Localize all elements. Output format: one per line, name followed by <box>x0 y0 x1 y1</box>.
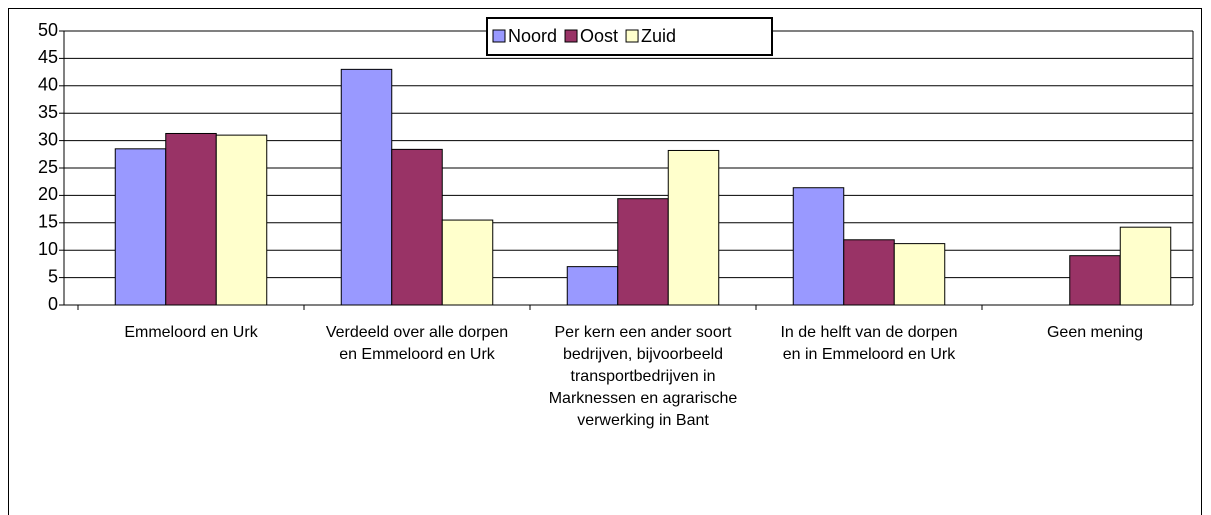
bar <box>617 198 669 306</box>
y-tick-label: 20 <box>38 184 58 204</box>
y-tick-label: 50 <box>38 20 58 40</box>
y-tick-label: 40 <box>38 75 58 95</box>
bar <box>1069 255 1121 306</box>
x-tick-label: In de helft van de dorpen en in Emmeloor… <box>780 324 958 363</box>
chart-frame <box>8 8 1202 515</box>
legend-swatch <box>564 29 578 43</box>
legend-swatch <box>492 29 506 43</box>
y-tick-label: 10 <box>38 239 58 259</box>
legend-label: Zuid <box>641 26 676 46</box>
y-tick-label: 30 <box>38 129 58 149</box>
y-tick-label: 25 <box>38 157 58 177</box>
bar <box>843 239 895 306</box>
bar <box>114 148 167 306</box>
bar <box>566 266 619 306</box>
bar <box>165 132 217 306</box>
bar <box>441 219 494 306</box>
bar <box>792 187 845 306</box>
bar <box>1119 226 1172 306</box>
y-tick-label: 5 <box>48 266 58 286</box>
legend-label: Oost <box>580 26 618 46</box>
y-tick-label: 15 <box>38 212 58 232</box>
bar <box>893 243 946 306</box>
x-tick-label: Per kern een ander soort bedrijven, bijv… <box>548 324 738 429</box>
bar <box>215 134 268 306</box>
x-tick-label: Emmeloord en Urk <box>124 324 258 341</box>
y-tick-label: 45 <box>38 47 58 67</box>
bar <box>391 148 443 306</box>
y-tick-label: 0 <box>48 294 58 314</box>
legend-label: Noord <box>508 26 557 46</box>
x-tick-label: Geen mening <box>1046 324 1144 341</box>
bar <box>667 149 720 306</box>
legend-swatch <box>625 29 639 43</box>
x-tick-label: Verdeeld over alle dorpen en Emmeloord e… <box>325 324 509 363</box>
bar <box>340 68 393 306</box>
y-tick-label: 35 <box>38 102 58 122</box>
